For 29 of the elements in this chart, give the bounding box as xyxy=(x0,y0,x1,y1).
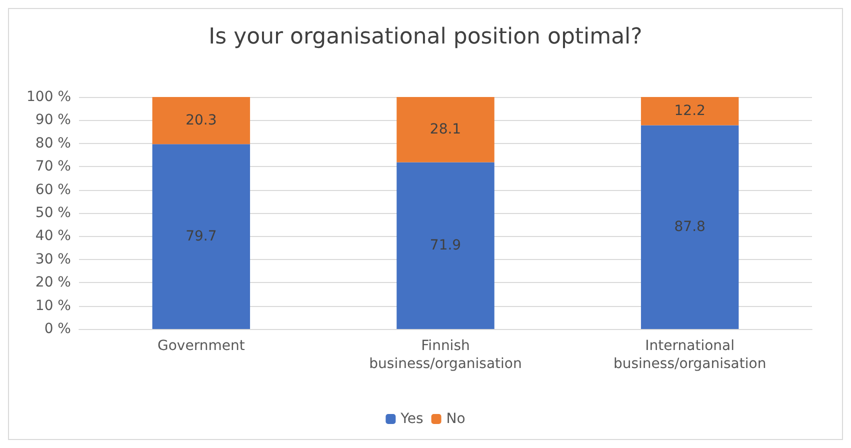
y-tick-label: 0 % xyxy=(44,321,71,337)
y-tick-label: 100 % xyxy=(26,89,71,105)
bar xyxy=(396,97,494,162)
bar xyxy=(640,97,739,126)
y-tick-label: 60 % xyxy=(35,182,71,198)
y-tick-label: 90 % xyxy=(35,112,71,128)
bar xyxy=(152,97,250,144)
y-tick-label: 40 % xyxy=(35,228,71,244)
y-tick-label: 10 % xyxy=(35,298,71,314)
y-tick-label: 30 % xyxy=(35,251,71,268)
data-label: 12.2 xyxy=(674,103,706,120)
x-tick-label: International business/organisation xyxy=(613,338,766,372)
data-label: 71.9 xyxy=(430,238,462,254)
legend-label: Yes xyxy=(400,411,424,427)
x-tick-label: Finnish business/organisation xyxy=(369,338,522,372)
chart-title: Is your organisational position optimal? xyxy=(208,24,642,50)
bar xyxy=(396,162,494,329)
y-tick-label: 50 % xyxy=(35,205,71,221)
bar xyxy=(640,125,739,329)
legend-label: No xyxy=(446,411,466,427)
data-label: 79.7 xyxy=(186,228,217,245)
data-label: 87.8 xyxy=(674,219,706,236)
x-tick-label: Government xyxy=(158,338,246,354)
data-label: 28.1 xyxy=(430,122,462,138)
y-tick-label: 80 % xyxy=(35,135,71,152)
y-tick-label: 20 % xyxy=(35,274,71,291)
bar xyxy=(152,144,250,329)
y-tick-label: 70 % xyxy=(35,158,71,175)
data-label: 20.3 xyxy=(186,112,217,129)
